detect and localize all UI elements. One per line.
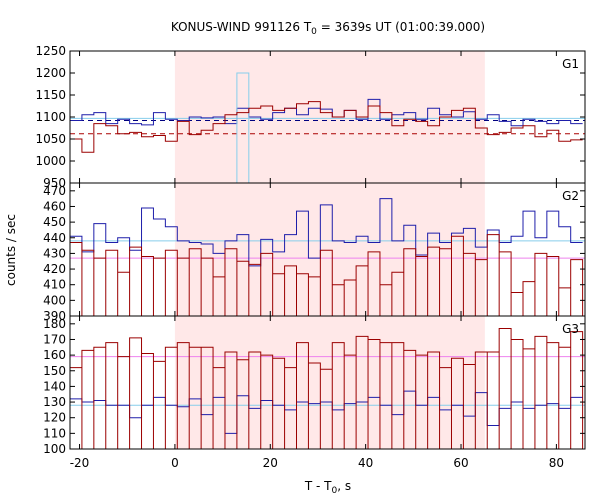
series-3-line	[70, 101, 583, 153]
y-tick-label: 1050	[35, 132, 66, 146]
y-tick-label: 150	[43, 364, 66, 378]
x-tick-label: 60	[453, 456, 468, 470]
x-tick-label: 40	[358, 456, 373, 470]
y-tick-label: 390	[43, 309, 66, 323]
y-tick-label: 100	[43, 442, 66, 456]
panel-label: G1	[562, 57, 579, 71]
series-1-line	[70, 98, 583, 127]
panel-label: G2	[562, 189, 579, 203]
series-1-line	[70, 198, 583, 267]
y-tick-label: 950	[43, 176, 66, 190]
y-tick-label: 420	[43, 262, 66, 276]
y-axis-label: counts / sec	[4, 214, 18, 286]
y-tick-label: 140	[43, 379, 66, 393]
y-tick-label: 1200	[35, 66, 66, 80]
y-tick-label: 180	[43, 317, 66, 331]
y-tick-label: 460	[43, 199, 66, 213]
y-tick-label: 1150	[35, 88, 66, 102]
x-tick-label: 0	[171, 456, 179, 470]
x-tick-label: 80	[549, 456, 564, 470]
x-axis-label: T - T0, s	[304, 479, 351, 496]
y-tick-label: 450	[43, 215, 66, 229]
panel-frame	[69, 315, 586, 450]
series-2-line	[69, 234, 584, 316]
y-tick-label: 110	[43, 426, 66, 440]
chart-title: KONUS-WIND 991126 T0 = 3639s UT (01:00:3…	[171, 20, 485, 37]
y-tick-label: 130	[43, 395, 66, 409]
y-tick-label: 1100	[35, 110, 66, 124]
y-tick-label: 400	[43, 293, 66, 307]
series-2-line	[69, 328, 584, 449]
y-tick-label: 430	[43, 246, 66, 260]
y-tick-label: 440	[43, 231, 66, 245]
y-tick-label: 410	[43, 278, 66, 292]
y-tick-label: 160	[43, 348, 66, 362]
y-tick-label: 470	[43, 184, 66, 198]
series-2-line	[236, 72, 250, 183]
panel-label: G3	[562, 322, 579, 336]
x-tick-label: 20	[263, 456, 278, 470]
y-tick-label: 170	[43, 332, 66, 346]
y-tick-label: 1000	[35, 154, 66, 168]
x-tick-label: -20	[70, 456, 90, 470]
panel-g1: 950 1000 1050 1100 1150 1200 1250 G1	[35, 44, 586, 190]
y-tick-label: 1250	[35, 44, 66, 58]
y-tick-label: 120	[43, 411, 66, 425]
